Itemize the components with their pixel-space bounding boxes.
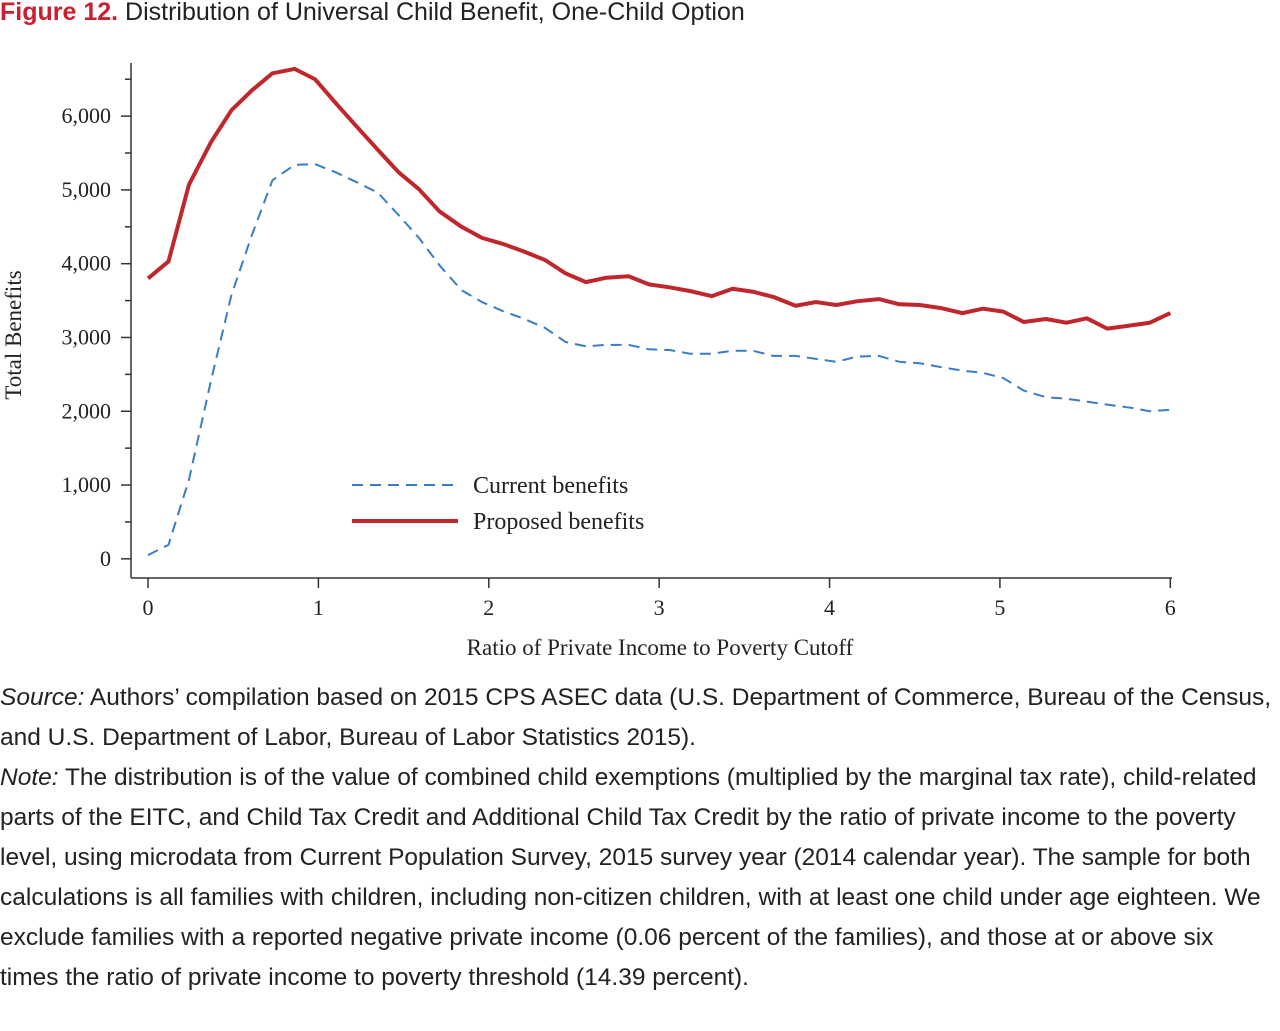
x-tick-label: 4 [824,595,835,620]
series-line [147,163,1171,557]
note-label: Note: [0,764,59,791]
legend-label: Current benefits [473,473,628,499]
x-tick-label: 6 [1165,595,1176,620]
source-text: Authors’ compilation based on 2015 CPS A… [0,684,1272,751]
x-tick-label: 3 [654,595,665,620]
x-tick-label: 0 [143,595,154,620]
figure-label: Figure 12. [0,0,119,26]
x-tick-label: 2 [483,595,494,620]
x-tick-label: 5 [994,595,1005,620]
y-tick-label: 5,000 [62,177,112,202]
note-text: The distribution is of the value of comb… [0,764,1261,991]
legend-label: Proposed benefits [473,509,644,535]
notes: Source: Authors’ compilation based on 20… [0,678,1276,998]
source-label: Source: [0,684,85,711]
series-line [146,66,1172,331]
figure-title: Figure 12. Distribution of Universal Chi… [0,0,745,27]
x-tick-label: 1 [313,595,324,620]
y-tick-label: 3,000 [62,324,112,349]
y-tick-label: 0 [100,546,111,571]
source-note: Source: Authors’ compilation based on 20… [0,678,1276,758]
note: Note: The distribution is of the value o… [0,758,1276,998]
y-tick-label: 6,000 [62,103,112,128]
x-axis-label: Ratio of Private Income to Poverty Cutof… [467,635,854,660]
y-tick-label: 1,000 [62,472,112,497]
y-tick-label: 2,000 [62,398,112,423]
y-axis-label: Total Benefits [1,270,26,399]
y-tick-label: 4,000 [62,251,112,276]
title-text: Distribution of Universal Child Benefit,… [125,0,745,26]
chart: Ratio of Private Income to Poverty Cutof… [1,63,1176,660]
